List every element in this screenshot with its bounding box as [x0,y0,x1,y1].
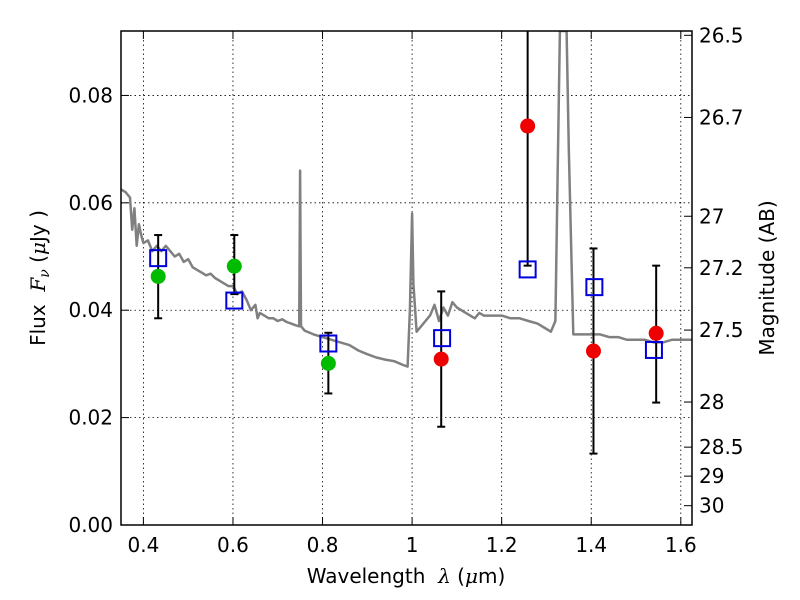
mag-tick-label: 30 [699,494,724,518]
mag-tick-label: 27 [699,204,724,228]
mag-tick-label: 27.2 [699,256,744,280]
mag-tick-label: 27.5 [699,318,744,342]
y-axis-title: Flux Fν (μJy ) [26,210,53,346]
data-point [150,268,166,284]
model-photometry-box [149,249,168,268]
model-spectrum-line [121,31,692,368]
data-point [433,351,449,367]
y-tick-label: 0.04 [68,298,113,322]
plot-frame [120,30,693,526]
y-tick-label: 0.08 [68,83,113,107]
x-tick-label: 0.4 [127,533,159,557]
mag-tick-label: 26.5 [699,23,744,47]
mag-tick-label: 29 [699,464,724,488]
mag-tick-label: 28.5 [699,435,744,459]
model-photometry-box [225,291,244,310]
x-tick-label: 1.6 [665,533,697,557]
data-point [226,258,242,274]
data-point [648,325,664,341]
y-tick-label: 0.02 [68,406,113,430]
mag-tick-label: 28 [699,390,724,414]
x-tick-label: 0.8 [307,533,339,557]
y-tick-label: 0.00 [68,513,113,537]
model-photometry-box [518,260,537,279]
model-photometry-box [644,340,663,359]
data-point [320,355,336,371]
model-photometry-box [433,329,452,348]
data-point [585,343,601,359]
x-tick-label: 1.2 [486,533,518,557]
data-point [520,118,536,134]
x-tick-label: 1.4 [575,533,607,557]
axis-ticks: 0.4 0.6 0.8 1 1.2 1.4 1.6 0.00 0.02 0.04 0.06 0.08 2… [68,23,743,557]
y2-axis-title: Magnitude (AB) [755,200,779,355]
model-photometry-box [319,334,338,353]
x-axis-title: Wavelength λ (μm) [307,564,506,588]
markers [149,31,664,455]
mag-tick-label: 26.7 [699,105,744,129]
x-tick-label: 0.6 [217,533,249,557]
y-tick-label: 0.06 [68,191,113,215]
x-tick-label: 1 [406,533,419,557]
model-photometry-box [585,278,604,297]
plot-area [121,31,692,368]
